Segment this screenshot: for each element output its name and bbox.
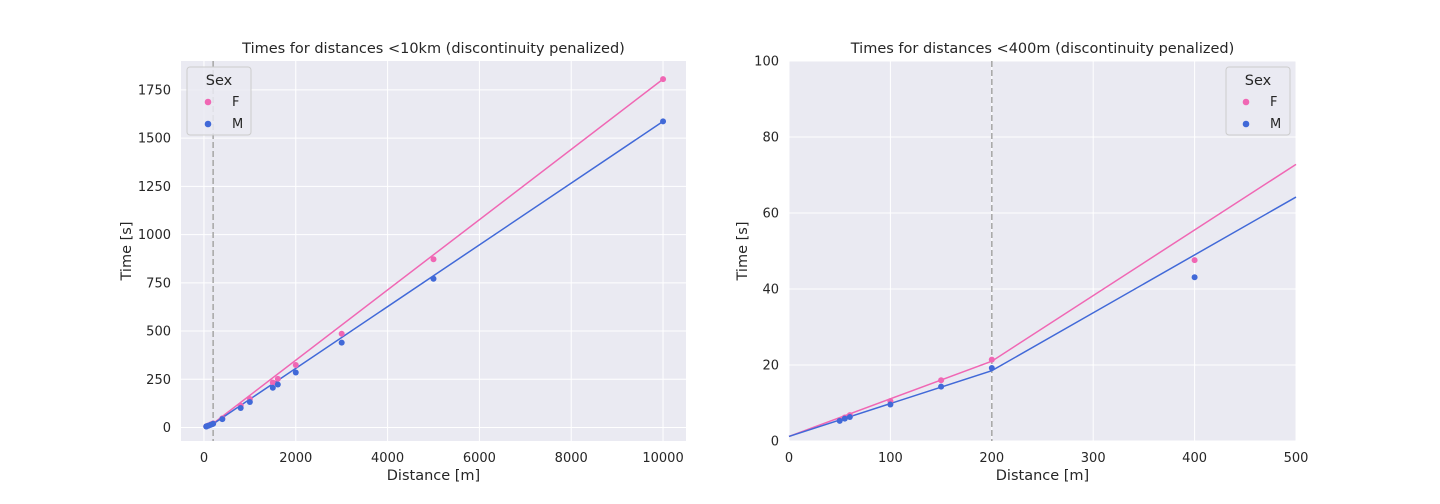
x-tick-labels: 0 2000 4000 6000 8000 10000 (200, 451, 684, 466)
legend-label-m: M (1270, 117, 1281, 132)
x-tick-label: 0 (785, 451, 793, 466)
point-m (430, 275, 437, 282)
x-axis-label: Distance [m] (996, 468, 1089, 484)
point-f (430, 256, 437, 263)
x-tick-label: 100 (878, 451, 903, 466)
point-m (210, 420, 217, 427)
legend-marker-f (204, 98, 212, 106)
point-m (274, 381, 281, 388)
legend: Sex F M (1225, 66, 1291, 136)
legend-box (1225, 66, 1291, 136)
legend-label-m: M (232, 117, 243, 132)
x-tick-labels: 0 100 200 300 400 500 (785, 451, 1309, 466)
point-m (292, 369, 299, 376)
point-f (338, 330, 345, 337)
x-tick-label: 300 (1081, 451, 1106, 466)
point-m (219, 416, 226, 423)
y-tick-label: 1250 (138, 180, 171, 195)
point-m (836, 417, 843, 424)
chart-distances-400m: 0 100 200 300 400 500 0 20 40 60 80 100 Times for … (735, 41, 1308, 484)
x-tick-label: 400 (1182, 451, 1207, 466)
x-tick-label: 8000 (555, 451, 588, 466)
y-tick-label: 1000 (138, 228, 171, 243)
x-tick-label: 10000 (642, 451, 683, 466)
y-tick-label: 0 (771, 435, 779, 450)
point-f (269, 379, 276, 386)
chart-title: Times for distances <400m (discontinuity… (850, 41, 1235, 57)
point-f (988, 356, 995, 363)
legend: Sex F M (186, 66, 252, 136)
chart-distances-10km: 0 2000 4000 6000 8000 10000 0 250 500 750 1000 125… (119, 41, 686, 484)
legend-marker-f (1242, 98, 1250, 106)
point-m (841, 415, 848, 422)
data-points (203, 76, 667, 430)
y-axis-label: Time [s] (735, 222, 751, 282)
point-f (292, 362, 299, 368)
point-f (1191, 257, 1198, 264)
point-m (846, 414, 853, 421)
x-axis-label: Distance [m] (387, 468, 480, 484)
point-f (274, 375, 281, 382)
x-tick-label: 2000 (279, 451, 312, 466)
y-tick-label: 80 (762, 131, 779, 146)
y-tick-label: 20 (762, 359, 779, 374)
y-tick-label: 250 (146, 373, 171, 388)
point-f (660, 76, 667, 83)
y-tick-labels: 0 20 40 60 80 100 (754, 55, 779, 450)
point-m (988, 365, 995, 372)
point-m (660, 118, 667, 125)
y-tick-label: 1750 (138, 83, 171, 98)
point-m (338, 339, 345, 346)
legend-marker-m (1242, 120, 1250, 128)
legend-title: Sex (1245, 73, 1272, 89)
point-m (887, 401, 894, 408)
x-tick-label: 6000 (463, 451, 496, 466)
point-m (246, 399, 253, 406)
point-m (237, 405, 244, 412)
legend-marker-m (204, 120, 212, 128)
data-points (836, 257, 1198, 424)
legend-label-f: F (1270, 95, 1277, 110)
point-m (1191, 274, 1198, 281)
plot-area (181, 61, 686, 441)
y-tick-label: 100 (754, 55, 779, 70)
y-tick-label: 40 (762, 283, 779, 298)
plot-area (789, 61, 1296, 441)
y-tick-label: 500 (146, 325, 171, 340)
chart-title: Times for distances <10km (discontinuity… (241, 41, 625, 57)
x-tick-label: 0 (200, 451, 208, 466)
point-m (938, 383, 945, 390)
y-tick-label: 60 (762, 207, 779, 222)
point-f (938, 377, 945, 384)
x-tick-label: 500 (1284, 451, 1309, 466)
legend-title: Sex (206, 73, 233, 89)
point-m (269, 384, 276, 391)
x-tick-label: 4000 (371, 451, 404, 466)
y-tick-label: 750 (146, 276, 171, 291)
y-tick-labels: 0 250 500 750 1000 1250 1500 1750 (138, 83, 171, 436)
y-axis-label: Time [s] (119, 222, 135, 282)
legend-label-f: F (232, 95, 239, 110)
y-tick-label: 1500 (138, 132, 171, 147)
x-tick-label: 200 (979, 451, 1004, 466)
legend-box (186, 66, 252, 136)
y-tick-label: 0 (163, 421, 171, 436)
